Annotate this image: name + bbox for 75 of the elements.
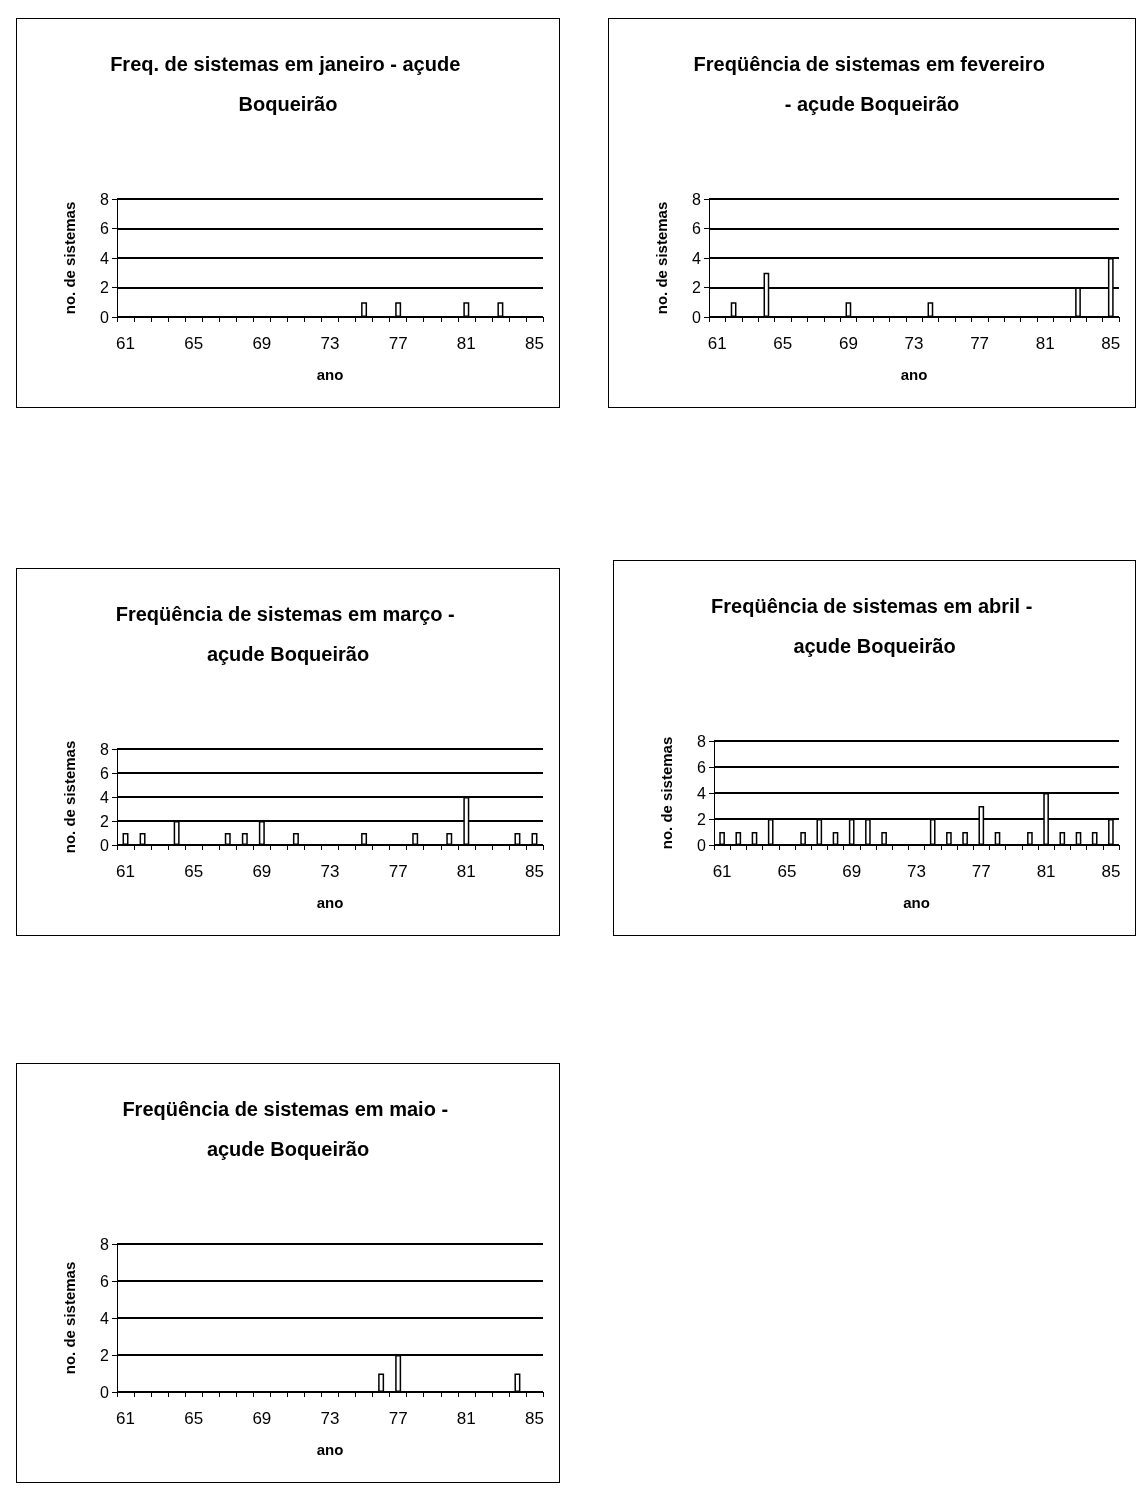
- y-tick-label: 8: [692, 190, 702, 208]
- x-tick-label: 85: [525, 334, 544, 353]
- chart-title: Freq. de sistemas em janeiro - açude Boqueirão: [110, 53, 466, 115]
- x-tick-label: 85: [525, 862, 544, 881]
- x-axis-title: ano: [903, 894, 930, 911]
- x-tick-label: 85: [1101, 862, 1121, 881]
- y-axis-title: no. de sistemas: [657, 736, 675, 850]
- x-tick-label: 65: [777, 862, 797, 881]
- x-tick-label: 85: [1101, 334, 1121, 353]
- x-axis-title: ano: [316, 1441, 344, 1458]
- x-tick-label: 77: [388, 1409, 408, 1428]
- y-tick-label: 6: [100, 220, 110, 237]
- x-tick-label: 69: [252, 1409, 272, 1428]
- x-tick-label: 77: [388, 862, 408, 881]
- x-tick-label: 73: [320, 334, 340, 353]
- x-tick-label: 81: [1035, 334, 1055, 353]
- y-tick-label: 4: [697, 784, 707, 802]
- x-tick-label: 65: [184, 862, 204, 881]
- y-tick-label: 2: [100, 1346, 110, 1364]
- x-tick-label: 69: [252, 862, 272, 881]
- x-tick-label: 69: [838, 334, 858, 353]
- x-tick-label: 65: [773, 334, 793, 353]
- y-axis-title: no. de sistemas: [60, 1261, 78, 1375]
- y-tick-label: 0: [100, 1383, 110, 1401]
- y-tick-label: 2: [692, 279, 702, 296]
- x-tick-label: 81: [456, 334, 476, 353]
- x-axis-title: ano: [900, 366, 928, 383]
- y-axis-title: no. de sistemas: [60, 740, 78, 854]
- x-tick-label: 81: [1036, 862, 1056, 881]
- x-tick-label: 81: [456, 862, 476, 881]
- x-tick-label: 77: [971, 862, 991, 881]
- y-tick-label: 2: [697, 810, 707, 828]
- y-tick-label: 6: [692, 220, 702, 237]
- x-tick-label: 73: [320, 862, 340, 881]
- y-tick-label: 4: [692, 249, 702, 267]
- y-tick-label: 0: [100, 836, 110, 854]
- x-axis-title: ano: [316, 894, 344, 911]
- y-tick-label: 2: [100, 812, 110, 830]
- x-tick-label: 81: [456, 1409, 476, 1428]
- chart-title: Freqüência de sistemas em abril - açude Boqueirão: [711, 595, 1038, 657]
- y-tick-label: 8: [697, 732, 707, 750]
- x-tick-label: 69: [252, 334, 272, 353]
- y-tick-label: 8: [100, 740, 110, 758]
- x-tick-label: 61: [116, 1409, 135, 1428]
- x-tick-label: 65: [184, 1409, 204, 1428]
- y-tick-label: 8: [100, 190, 110, 208]
- x-tick-label: 77: [970, 334, 990, 353]
- x-tick-label: 73: [320, 1409, 340, 1428]
- chart-title: Freqüência de sistemas em maio - açude Boqueirão: [122, 1098, 454, 1160]
- x-tick-label: 73: [907, 862, 926, 881]
- y-tick-label: 0: [692, 308, 702, 326]
- x-tick-label: 65: [184, 334, 204, 353]
- y-tick-label: 6: [100, 1272, 110, 1290]
- y-tick-label: 6: [697, 758, 707, 776]
- x-tick-label: 73: [904, 334, 924, 353]
- y-tick-label: 0: [100, 308, 110, 326]
- chart-title: Freqüência de sistemas em fevereiro - açude Boqueirão: [693, 53, 1051, 115]
- x-tick-label: 69: [842, 862, 862, 881]
- y-tick-label: 6: [100, 764, 110, 782]
- y-axis-title: no. de sistemas: [652, 201, 670, 315]
- y-tick-label: 4: [100, 249, 110, 267]
- x-tick-label: 85: [525, 1409, 544, 1428]
- x-tick-label: 77: [388, 334, 408, 353]
- x-tick-label: 61: [712, 862, 732, 881]
- x-tick-label: 61: [707, 334, 727, 353]
- y-tick-label: 2: [100, 279, 110, 296]
- y-tick-label: 8: [100, 1235, 110, 1253]
- y-axis-title: no. de sistemas: [60, 201, 78, 315]
- y-tick-label: 4: [100, 1309, 110, 1327]
- x-tick-label: 61: [116, 334, 135, 353]
- y-tick-label: 0: [697, 836, 707, 854]
- chart-title: Freqüência de sistemas em março - açude Boqueirão: [115, 603, 461, 665]
- y-tick-label: 4: [100, 788, 110, 806]
- x-axis-title: ano: [316, 366, 344, 383]
- x-tick-label: 61: [116, 862, 135, 881]
